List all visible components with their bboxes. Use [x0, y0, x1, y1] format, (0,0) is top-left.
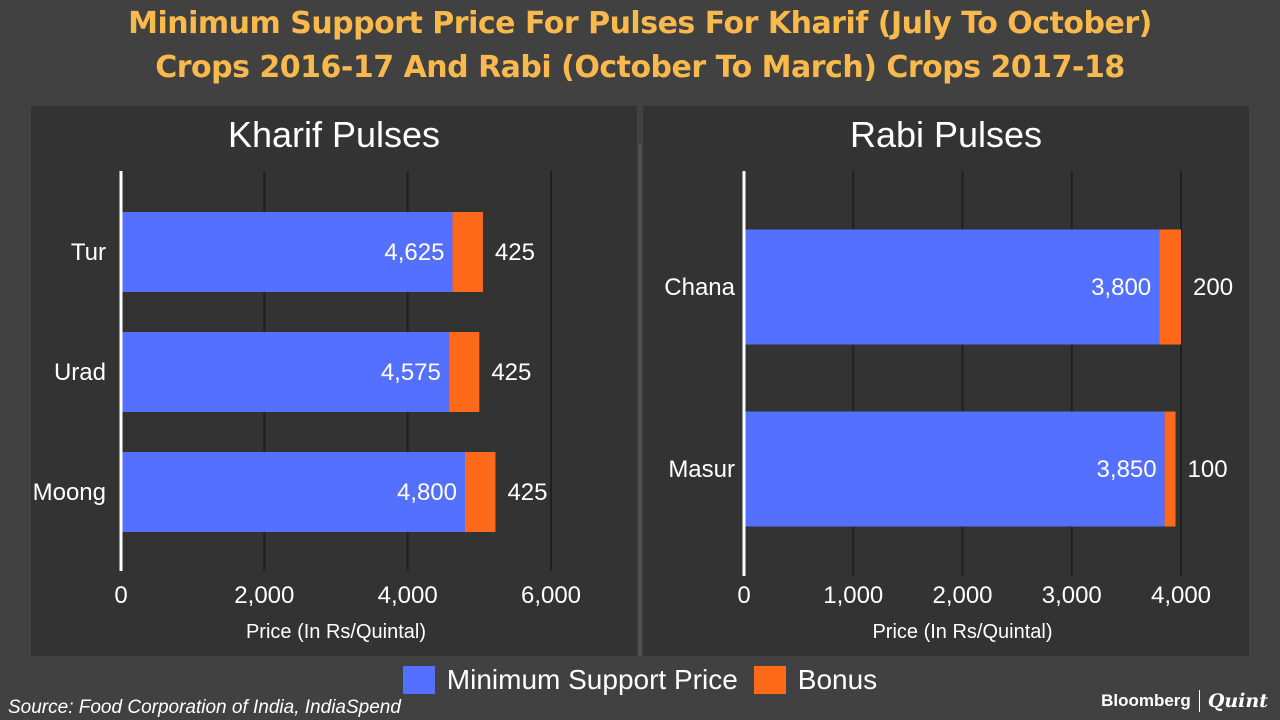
panel-divider — [639, 144, 641, 656]
rabi-panel: Rabi Pulses 3,800 200 Chana 3,850 100 Masur 0 1,… — [643, 106, 1249, 656]
data-label-msp: 4,575 — [381, 359, 441, 386]
bar-bonus-urad — [448, 332, 480, 412]
logo-separator — [1198, 690, 1200, 712]
data-label-msp: 3,800 — [1091, 274, 1151, 301]
bar-bonus-moong — [465, 452, 496, 532]
legend-swatch-bonus — [753, 666, 786, 694]
data-label-bonus: 100 — [1188, 456, 1228, 483]
category-label: Urad — [54, 359, 106, 386]
category-label: Moong — [33, 479, 106, 506]
legend-label-msp: Minimum Support Price — [446, 664, 738, 695]
logo-brand: Bloomberg — [1101, 691, 1191, 710]
data-label-msp: 3,850 — [1097, 456, 1157, 483]
x-tick-label: 2,000 — [932, 582, 992, 609]
bar-bonus-masur — [1164, 411, 1176, 527]
x-axis-label: Price (In Rs/Quintal) — [872, 621, 1052, 643]
data-label-bonus: 200 — [1193, 274, 1233, 301]
data-label-bonus: 425 — [491, 359, 531, 386]
x-tick-label: 6,000 — [521, 582, 581, 609]
bar-bonus-chana — [1159, 229, 1181, 345]
legend-label-bonus: Bonus — [797, 664, 878, 695]
x-tick-label: 4,000 — [1151, 582, 1211, 609]
title-line-2: Crops 2016-17 And Rabi (October To March… — [155, 50, 1125, 85]
bar-bonus-tur — [452, 212, 483, 292]
data-label-bonus: 425 — [495, 239, 535, 266]
bar-msp-urad — [121, 332, 449, 412]
x-tick-label: 1,000 — [823, 582, 883, 609]
data-label-bonus: 425 — [507, 479, 547, 506]
chart-title: Minimum Support Price For Pulses For Kha… — [0, 2, 1280, 90]
source-note: Source: Food Corporation of India, India… — [8, 697, 401, 718]
legend-swatch-msp — [402, 666, 435, 694]
panel-title: Kharif Pulses — [228, 114, 440, 155]
legend-item-bonus: Bonus — [753, 664, 878, 696]
x-axis-label: Price (In Rs/Quintal) — [246, 621, 426, 643]
category-label: Chana — [664, 274, 735, 301]
kharif-panel: Kharif Pulses 4,625 425 Tur 4,575 425 Urad 4,80… — [31, 106, 637, 656]
category-label: Tur — [71, 239, 106, 266]
x-tick-label: 2,000 — [234, 582, 294, 609]
brand-logo: Bloomberg Quint — [1101, 690, 1268, 712]
category-label: Masur — [668, 456, 735, 483]
title-line-1: Minimum Support Price For Pulses For Kha… — [128, 6, 1152, 41]
bar-msp-chana — [744, 229, 1160, 345]
bar-msp-tur — [121, 212, 453, 292]
bar-msp-masur — [744, 411, 1165, 527]
x-tick-label: 4,000 — [378, 582, 438, 609]
panel-title: Rabi Pulses — [850, 114, 1042, 155]
data-label-msp: 4,800 — [397, 479, 457, 506]
legend-item-msp: Minimum Support Price — [402, 664, 738, 696]
x-tick-label: 3,000 — [1042, 582, 1102, 609]
rabi-chart: Rabi Pulses 3,800 200 Chana 3,850 100 Masur 0 1,… — [664, 114, 1233, 643]
kharif-chart: Kharif Pulses 4,625 425 Tur 4,575 425 Urad 4,80… — [33, 114, 581, 643]
logo-sub: Quint — [1207, 690, 1268, 712]
x-tick-label: 0 — [737, 582, 750, 609]
bar-msp-moong — [121, 452, 465, 532]
legend: Minimum Support Price Bonus — [0, 664, 1280, 696]
x-tick-label: 0 — [114, 582, 127, 609]
data-label-msp: 4,625 — [384, 239, 444, 266]
